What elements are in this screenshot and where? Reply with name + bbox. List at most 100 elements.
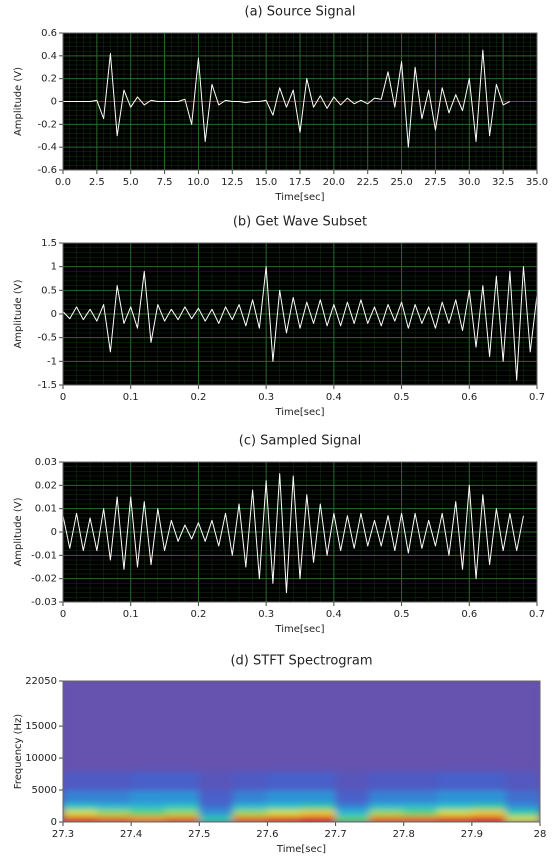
x-tick-label: 0.0 — [55, 177, 71, 188]
x-axis-label: Time[sec] — [274, 624, 324, 635]
heatmap-cell — [301, 802, 337, 810]
x-tick-label: 27.8 — [393, 829, 415, 840]
x-tick-label: 0.2 — [190, 392, 206, 403]
y-tick-label: -0.02 — [31, 574, 57, 585]
y-tick-label: 0.03 — [35, 457, 57, 468]
y-tick-label: -0.03 — [31, 597, 57, 608]
x-tick-label: 0.4 — [326, 392, 342, 403]
heatmap-cell — [266, 808, 302, 817]
x-tick-label: 0 — [60, 609, 66, 620]
y-axis-label: Amplitude (V) — [13, 67, 24, 136]
x-tick-label: 0.1 — [123, 392, 139, 403]
heatmap-cell — [471, 802, 507, 810]
y-tick-label: 0.6 — [41, 28, 57, 39]
x-tick-label: 35.0 — [526, 177, 548, 188]
y-tick-label: 0.4 — [41, 51, 57, 62]
x-tick-label: 0.6 — [461, 392, 477, 403]
plot-frame — [62, 461, 538, 603]
x-tick-label: 0.3 — [258, 392, 274, 403]
y-axis-label: Amplitude (V) — [13, 497, 24, 566]
heatmap-cell — [130, 770, 166, 791]
heatmap-cell — [335, 681, 371, 772]
heatmap-cell — [164, 802, 200, 810]
heatmap-cell — [471, 681, 507, 772]
heatmap-cell — [301, 681, 337, 772]
heatmap-cell — [403, 681, 439, 772]
x-tick-label: 28 — [534, 829, 547, 840]
x-tick-label: 2.5 — [89, 177, 105, 188]
heatmap-cell — [369, 808, 405, 817]
x-tick-label: 0.5 — [394, 609, 410, 620]
y-tick-label: 0 — [51, 527, 57, 538]
x-tick-label: 30.0 — [458, 177, 480, 188]
heatmap-cell — [369, 681, 405, 772]
heatmap-cell — [437, 789, 473, 804]
heatmap-cell — [403, 808, 439, 817]
x-tick-label: 27.9 — [461, 829, 483, 840]
heatmap-cell — [63, 770, 98, 791]
heatmap-cell — [96, 770, 132, 791]
y-tick-label: 22050 — [25, 676, 57, 687]
y-tick-label: -0.01 — [31, 550, 57, 561]
heatmap-cell — [232, 789, 268, 804]
heatmap-cell — [164, 681, 200, 772]
x-axis-label: Time[sec] — [274, 407, 324, 418]
heatmap-cell — [471, 789, 507, 804]
y-axis-label: Frequency (Hz) — [13, 714, 24, 790]
heatmap-cell — [96, 789, 132, 804]
y-tick-label: 15000 — [25, 721, 57, 732]
x-tick-label: 0.2 — [190, 609, 206, 620]
heatmap-cell — [266, 789, 302, 804]
x-tick-label: 27.5 — [188, 829, 210, 840]
y-tick-label: 0.2 — [41, 74, 57, 85]
heatmap-cell — [403, 802, 439, 810]
y-tick-label: 0.5 — [41, 285, 57, 296]
x-tick-label: 0 — [60, 392, 66, 403]
heatmap-cell — [301, 808, 337, 817]
heatmap-cell — [505, 681, 540, 772]
x-tick-label: 27.6 — [256, 829, 278, 840]
y-tick-label: 1.5 — [41, 238, 57, 249]
heatmap-cell — [505, 770, 540, 791]
heatmap-cell — [369, 802, 405, 810]
heatmap-cell — [369, 789, 405, 804]
heatmap-cell — [63, 789, 98, 804]
x-tick-label: 0.1 — [123, 609, 139, 620]
heatmap-cell — [198, 681, 234, 772]
heatmap-cell — [266, 770, 302, 791]
heatmap-cell — [301, 815, 337, 822]
heatmap-cell — [301, 770, 337, 791]
heatmap-cell — [437, 815, 473, 822]
heatmap-cell — [301, 789, 337, 804]
chart-title: (d) STFT Spectrogram — [230, 654, 372, 669]
y-tick-label: 1 — [51, 262, 57, 273]
heatmap-cell — [335, 770, 371, 791]
y-tick-label: 0 — [51, 309, 57, 320]
heatmap-cell — [437, 808, 473, 817]
heatmap-cell — [232, 770, 268, 791]
x-tick-label: 0.5 — [394, 392, 410, 403]
x-tick-label: 15.0 — [255, 177, 277, 188]
heatmap-cell — [130, 681, 166, 772]
heatmap-cell — [198, 770, 234, 791]
heatmap-cell — [335, 815, 371, 822]
heatmap-cell — [198, 789, 234, 804]
heatmap-cell — [266, 802, 302, 810]
heatmap-cell — [96, 808, 132, 817]
heatmap-cell — [369, 815, 405, 822]
x-tick-label: 7.5 — [157, 177, 173, 188]
y-tick-label: -1 — [47, 356, 57, 367]
signal-line — [63, 49, 511, 148]
heatmap-cell — [63, 815, 98, 822]
x-tick-label: 5.0 — [123, 177, 139, 188]
x-tick-label: 17.5 — [289, 177, 311, 188]
y-tick-label: 0.01 — [35, 504, 57, 515]
heatmap-cell — [471, 770, 507, 791]
heatmap-cell — [266, 815, 302, 822]
heatmap-cell — [130, 815, 166, 822]
heatmap-cell — [130, 808, 166, 817]
y-tick-label: 0 — [51, 817, 57, 828]
plot-frame — [62, 32, 538, 171]
heatmap-cell — [164, 770, 200, 791]
